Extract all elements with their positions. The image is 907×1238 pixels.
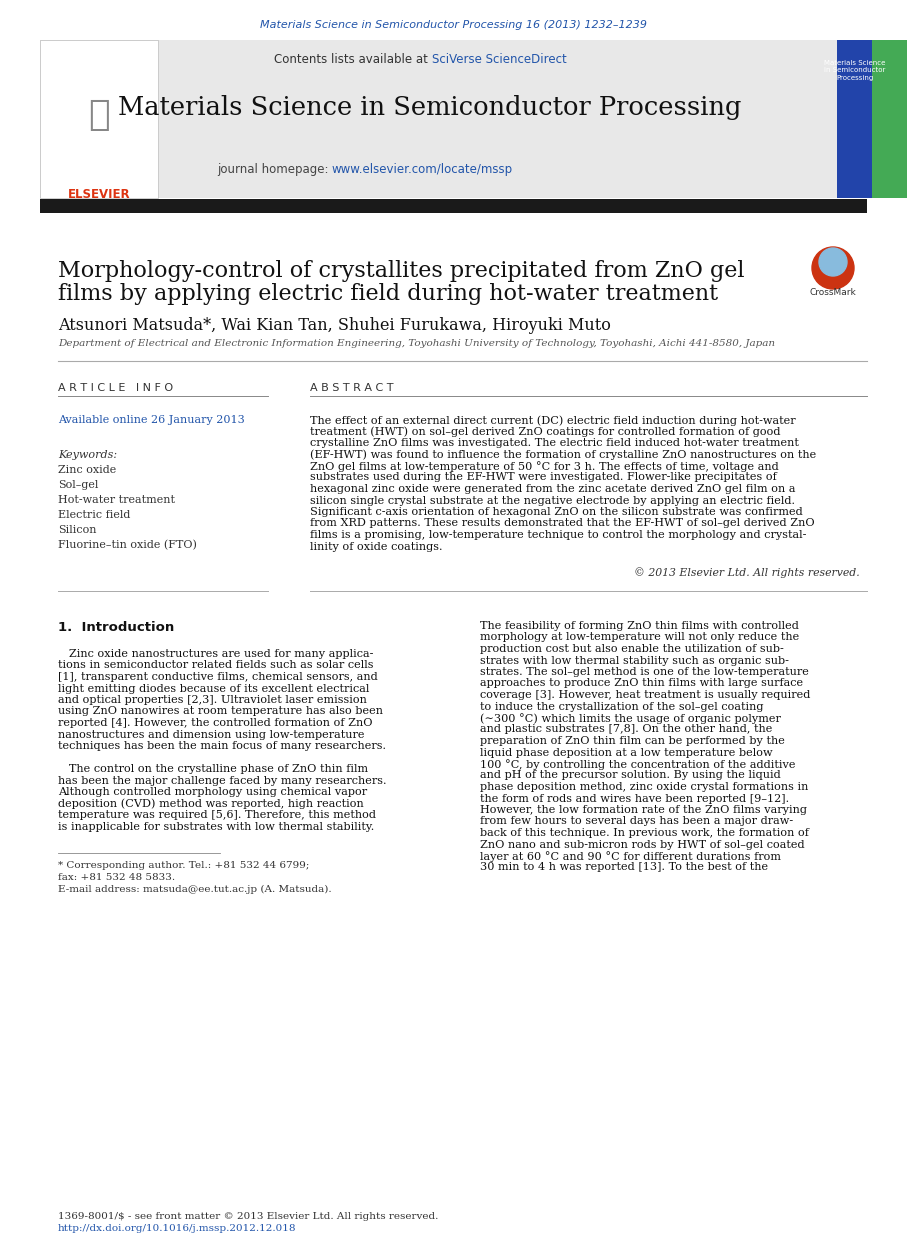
Text: Keywords:: Keywords: xyxy=(58,449,117,461)
Text: linity of oxide coatings.: linity of oxide coatings. xyxy=(310,541,443,551)
Text: the form of rods and wires have been reported [9–12].: the form of rods and wires have been rep… xyxy=(480,794,789,803)
Text: silicon single crystal substrate at the negative electrode by applying an electr: silicon single crystal substrate at the … xyxy=(310,495,795,505)
Text: approaches to produce ZnO thin films with large surface: approaches to produce ZnO thin films wit… xyxy=(480,678,803,688)
Text: coverage [3]. However, heat treatment is usually required: coverage [3]. However, heat treatment is… xyxy=(480,690,810,699)
Bar xyxy=(40,40,867,198)
Text: A B S T R A C T: A B S T R A C T xyxy=(310,383,394,392)
Text: deposition (CVD) method was reported, high reaction: deposition (CVD) method was reported, hi… xyxy=(58,799,364,810)
Text: and plastic substrates [7,8]. On the other hand, the: and plastic substrates [7,8]. On the oth… xyxy=(480,724,773,734)
Text: from few hours to several days has been a major draw-: from few hours to several days has been … xyxy=(480,817,793,827)
Text: Significant c-axis orientation of hexagonal ZnO on the silicon substrate was con: Significant c-axis orientation of hexago… xyxy=(310,508,803,517)
Text: Available online 26 January 2013: Available online 26 January 2013 xyxy=(58,415,245,425)
Text: morphology at low-temperature will not only reduce the: morphology at low-temperature will not o… xyxy=(480,633,799,643)
Text: * Corresponding author. Tel.: +81 532 44 6799;: * Corresponding author. Tel.: +81 532 44… xyxy=(58,860,309,870)
Text: ZnO gel films at low-temperature of 50 °C for 3 h. The effects of time, voltage : ZnO gel films at low-temperature of 50 °… xyxy=(310,461,779,472)
Text: Hot-water treatment: Hot-water treatment xyxy=(58,495,175,505)
Text: and optical properties [2,3]. Ultraviolet laser emission: and optical properties [2,3]. Ultraviole… xyxy=(58,695,366,704)
Text: E-mail address: matsuda@ee.tut.ac.jp (A. Matsuda).: E-mail address: matsuda@ee.tut.ac.jp (A.… xyxy=(58,885,332,894)
Text: (∼300 °C) which limits the usage of organic polymer: (∼300 °C) which limits the usage of orga… xyxy=(480,713,781,724)
Text: Although controlled morphology using chemical vapor: Although controlled morphology using che… xyxy=(58,787,367,797)
Text: 🌲: 🌲 xyxy=(88,98,110,132)
Text: The control on the crystalline phase of ZnO thin film: The control on the crystalline phase of … xyxy=(58,764,368,774)
Text: from XRD patterns. These results demonstrated that the EF-HWT of sol–gel derived: from XRD patterns. These results demonst… xyxy=(310,519,814,529)
Text: CrossMark: CrossMark xyxy=(810,288,856,297)
Bar xyxy=(40,40,158,198)
Text: [1], transparent conductive films, chemical sensors, and: [1], transparent conductive films, chemi… xyxy=(58,672,377,682)
Text: The effect of an external direct current (DC) electric field induction during ho: The effect of an external direct current… xyxy=(310,415,795,426)
Bar xyxy=(837,40,872,198)
Text: SciVerse ScienceDirect: SciVerse ScienceDirect xyxy=(432,53,567,66)
Text: Sol–gel: Sol–gel xyxy=(58,480,98,490)
Text: The feasibility of forming ZnO thin films with controlled: The feasibility of forming ZnO thin film… xyxy=(480,621,799,631)
Text: temperature was required [5,6]. Therefore, this method: temperature was required [5,6]. Therefor… xyxy=(58,810,376,820)
Text: films by applying electric field during hot-water treatment: films by applying electric field during … xyxy=(58,284,718,305)
Text: crystalline ZnO films was investigated. The electric field induced hot-water tre: crystalline ZnO films was investigated. … xyxy=(310,438,799,448)
Text: reported [4]. However, the controlled formation of ZnO: reported [4]. However, the controlled fo… xyxy=(58,718,373,728)
Text: A R T I C L E   I N F O: A R T I C L E I N F O xyxy=(58,383,173,392)
Bar xyxy=(872,40,907,198)
Text: liquid phase deposition at a low temperature below: liquid phase deposition at a low tempera… xyxy=(480,748,773,758)
Text: tions in semiconductor related fields such as solar cells: tions in semiconductor related fields su… xyxy=(58,661,374,671)
Text: However, the low formation rate of the ZnO films varying: However, the low formation rate of the Z… xyxy=(480,805,807,815)
Text: fax: +81 532 48 5833.: fax: +81 532 48 5833. xyxy=(58,873,175,881)
Text: films is a promising, low-temperature technique to control the morphology and cr: films is a promising, low-temperature te… xyxy=(310,530,806,540)
Text: preparation of ZnO thin film can be performed by the: preparation of ZnO thin film can be perf… xyxy=(480,737,785,747)
Text: Fluorine–tin oxide (FTO): Fluorine–tin oxide (FTO) xyxy=(58,540,197,551)
Text: 1369-8001/$ - see front matter © 2013 Elsevier Ltd. All rights reserved.: 1369-8001/$ - see front matter © 2013 El… xyxy=(58,1212,438,1221)
Text: and pH of the precursor solution. By using the liquid: and pH of the precursor solution. By usi… xyxy=(480,770,781,780)
Text: ZnO nano and sub-micron rods by HWT of sol–gel coated: ZnO nano and sub-micron rods by HWT of s… xyxy=(480,839,805,849)
Text: 1.  Introduction: 1. Introduction xyxy=(58,621,174,634)
Text: Morphology-control of crystallites precipitated from ZnO gel: Morphology-control of crystallites preci… xyxy=(58,260,745,282)
Text: hexagonal zinc oxide were generated from the zinc acetate derived ZnO gel film o: hexagonal zinc oxide were generated from… xyxy=(310,484,795,494)
Text: strates. The sol–gel method is one of the low-temperature: strates. The sol–gel method is one of th… xyxy=(480,667,809,677)
Text: (EF-HWT) was found to influence the formation of crystalline ZnO nanostructures : (EF-HWT) was found to influence the form… xyxy=(310,449,816,461)
Text: Zinc oxide nanostructures are used for many applica-: Zinc oxide nanostructures are used for m… xyxy=(58,649,374,659)
Text: Department of Electrical and Electronic Information Engineering, Toyohashi Unive: Department of Electrical and Electronic … xyxy=(58,339,775,348)
Text: back of this technique. In previous work, the formation of: back of this technique. In previous work… xyxy=(480,828,809,838)
Text: Electric field: Electric field xyxy=(58,510,131,520)
Text: has been the major challenge faced by many researchers.: has been the major challenge faced by ma… xyxy=(58,775,386,785)
Text: to induce the crystallization of the sol–gel coating: to induce the crystallization of the sol… xyxy=(480,702,764,712)
Text: layer at 60 °C and 90 °C for different durations from: layer at 60 °C and 90 °C for different d… xyxy=(480,851,781,862)
Text: Silicon: Silicon xyxy=(58,525,96,535)
Text: substrates used during the EF-HWT were investigated. Flower-like precipitates of: substrates used during the EF-HWT were i… xyxy=(310,473,776,483)
Text: techniques has been the main focus of many researchers.: techniques has been the main focus of ma… xyxy=(58,742,386,751)
Text: 100 °C, by controlling the concentration of the additive: 100 °C, by controlling the concentration… xyxy=(480,759,795,770)
Text: nanostructures and dimension using low-temperature: nanostructures and dimension using low-t… xyxy=(58,729,365,739)
Text: treatment (HWT) on sol–gel derived ZnO coatings for controlled formation of good: treatment (HWT) on sol–gel derived ZnO c… xyxy=(310,427,781,437)
Text: Contents lists available at: Contents lists available at xyxy=(275,53,432,66)
Text: Materials Science
in Semiconductor
Processing: Materials Science in Semiconductor Proce… xyxy=(824,59,886,80)
Text: using ZnO nanowires at room temperature has also been: using ZnO nanowires at room temperature … xyxy=(58,707,383,717)
Text: strates with low thermal stability such as organic sub-: strates with low thermal stability such … xyxy=(480,655,789,666)
Text: light emitting diodes because of its excellent electrical: light emitting diodes because of its exc… xyxy=(58,683,369,693)
Circle shape xyxy=(819,248,847,276)
Text: Atsunori Matsuda*, Wai Kian Tan, Shuhei Furukawa, Hiroyuki Muto: Atsunori Matsuda*, Wai Kian Tan, Shuhei … xyxy=(58,317,611,334)
Circle shape xyxy=(812,248,854,288)
Bar xyxy=(40,199,867,213)
Text: Materials Science in Semiconductor Processing: Materials Science in Semiconductor Proce… xyxy=(118,95,742,120)
Text: production cost but also enable the utilization of sub-: production cost but also enable the util… xyxy=(480,644,784,654)
Text: phase deposition method, zinc oxide crystal formations in: phase deposition method, zinc oxide crys… xyxy=(480,782,808,792)
Text: http://dx.doi.org/10.1016/j.mssp.2012.12.018: http://dx.doi.org/10.1016/j.mssp.2012.12… xyxy=(58,1224,297,1233)
Text: © 2013 Elsevier Ltd. All rights reserved.: © 2013 Elsevier Ltd. All rights reserved… xyxy=(634,567,860,578)
Text: Materials Science in Semiconductor Processing 16 (2013) 1232–1239: Materials Science in Semiconductor Proce… xyxy=(259,20,647,30)
Text: is inapplicable for substrates with low thermal stability.: is inapplicable for substrates with low … xyxy=(58,822,375,832)
Text: ELSEVIER: ELSEVIER xyxy=(68,188,131,201)
Text: www.elsevier.com/locate/mssp: www.elsevier.com/locate/mssp xyxy=(332,163,513,176)
Text: journal homepage:: journal homepage: xyxy=(217,163,332,176)
Text: Zinc oxide: Zinc oxide xyxy=(58,465,116,475)
Text: 30 min to 4 h was reported [13]. To the best of the: 30 min to 4 h was reported [13]. To the … xyxy=(480,863,768,873)
